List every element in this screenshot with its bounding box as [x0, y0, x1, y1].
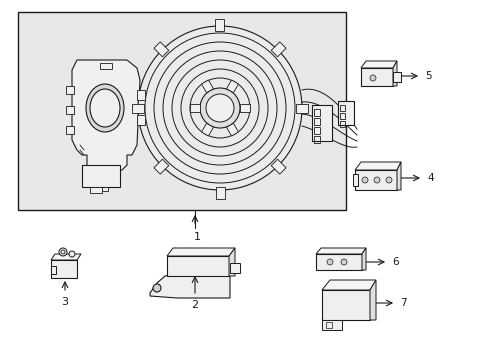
Bar [392, 72, 400, 82]
Bar [51, 266, 56, 274]
Bar [226, 123, 238, 136]
Polygon shape [361, 248, 365, 270]
Circle shape [369, 75, 375, 81]
Bar [339, 121, 345, 127]
Text: 5: 5 [424, 71, 431, 81]
Bar [339, 113, 345, 119]
Circle shape [326, 259, 332, 265]
Bar [313, 136, 319, 143]
Bar [132, 104, 143, 113]
Bar [18, 12, 346, 210]
Text: 7: 7 [399, 298, 406, 308]
Bar [271, 42, 285, 57]
Bar [137, 115, 145, 125]
Circle shape [59, 248, 67, 256]
Bar [337, 101, 353, 125]
Bar [315, 254, 361, 270]
Bar [321, 290, 369, 320]
Bar [295, 104, 307, 113]
Bar [167, 256, 228, 276]
Bar [90, 187, 102, 193]
Bar [201, 123, 213, 136]
Text: 1: 1 [193, 232, 200, 242]
Circle shape [200, 88, 240, 128]
Bar [154, 159, 168, 174]
Circle shape [340, 259, 346, 265]
Bar [66, 106, 74, 114]
Polygon shape [228, 248, 235, 276]
Circle shape [205, 94, 234, 122]
Circle shape [138, 26, 302, 190]
Circle shape [373, 177, 379, 183]
Bar [82, 165, 120, 187]
Bar [352, 174, 357, 186]
Bar [215, 187, 224, 199]
Text: 4: 4 [426, 173, 433, 183]
Text: 3: 3 [61, 297, 68, 307]
Text: 6: 6 [391, 257, 398, 267]
Polygon shape [392, 61, 396, 86]
Bar [51, 260, 77, 278]
Bar [354, 170, 396, 190]
Circle shape [385, 177, 391, 183]
Bar [313, 118, 319, 125]
Circle shape [69, 251, 75, 257]
Bar [215, 19, 224, 31]
Polygon shape [396, 162, 400, 190]
Bar [190, 104, 200, 112]
Bar [311, 105, 331, 141]
Text: 2: 2 [191, 300, 198, 310]
Bar [137, 90, 145, 100]
Polygon shape [167, 248, 235, 256]
Bar [201, 80, 213, 93]
Polygon shape [321, 280, 375, 290]
Polygon shape [150, 273, 229, 298]
Bar [226, 80, 238, 93]
Ellipse shape [86, 84, 124, 132]
Ellipse shape [90, 89, 120, 127]
Bar [229, 263, 240, 273]
Polygon shape [369, 280, 375, 320]
Circle shape [153, 284, 161, 292]
Polygon shape [360, 61, 396, 68]
Bar [325, 322, 331, 328]
Polygon shape [354, 162, 400, 170]
Bar [271, 159, 285, 174]
Bar [321, 320, 341, 330]
Bar [313, 127, 319, 134]
Polygon shape [51, 254, 81, 260]
Bar [102, 187, 108, 191]
Bar [100, 63, 112, 69]
Bar [360, 68, 392, 86]
Bar [313, 109, 319, 116]
Bar [154, 42, 168, 57]
Bar [339, 105, 345, 111]
Polygon shape [72, 60, 140, 170]
Bar [66, 126, 74, 134]
Bar [66, 86, 74, 94]
Bar [240, 104, 249, 112]
Circle shape [361, 177, 367, 183]
Polygon shape [315, 248, 365, 254]
